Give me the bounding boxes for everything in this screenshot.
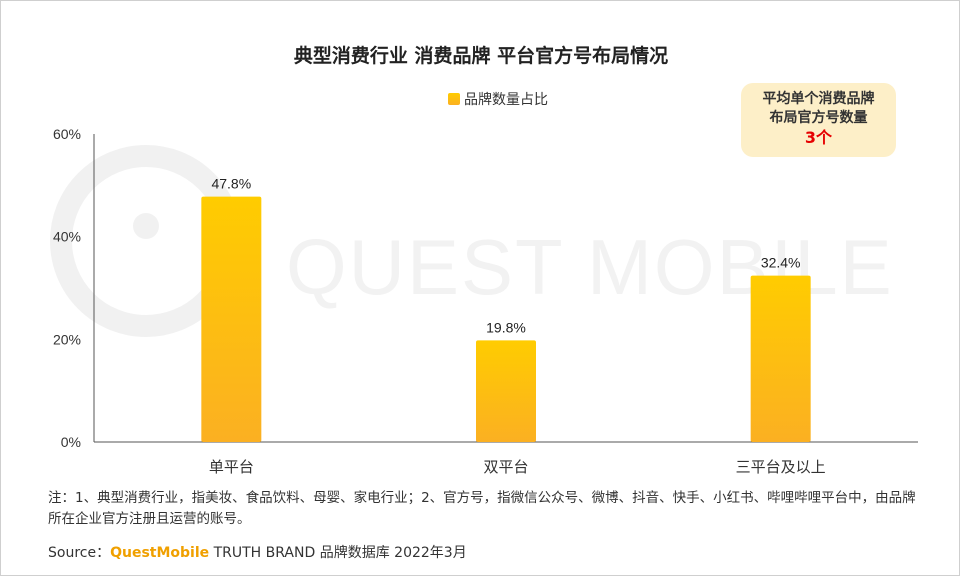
bar-value-label: 47.8%: [211, 176, 251, 192]
callout-value: 3个: [804, 128, 833, 147]
y-tick-label: 20%: [53, 331, 81, 347]
x-category-label: 双平台: [483, 458, 528, 476]
chart-title: 典型消费行业 消费品牌 平台官方号布局情况: [293, 45, 669, 67]
callout-line2: 布局官方号数量: [769, 110, 868, 126]
callout-box: 平均单个消费品牌 布局官方号数量 3个: [741, 83, 896, 157]
bar-value-label: 19.8%: [486, 319, 526, 335]
callout-line1: 平均单个消费品牌: [762, 91, 875, 107]
x-category-label: 三平台及以上: [736, 458, 826, 476]
legend-label: 品牌数量占比: [464, 92, 548, 108]
legend: 品牌数量占比: [448, 89, 548, 109]
source-prefix: Source：: [48, 545, 111, 561]
bar: [750, 275, 811, 442]
bar: [201, 196, 262, 442]
legend-swatch: [448, 93, 460, 105]
x-category-label: 单平台: [209, 458, 254, 476]
bar: [476, 340, 536, 442]
footnote: 注：1、典型消费行业，指美妆、食品饮料、母婴、家电行业；2、官方号，指微信公众号…: [48, 490, 916, 527]
source-brand: QuestMobile: [110, 545, 210, 561]
y-tick-label: 0%: [61, 434, 81, 450]
y-tick-label: 60%: [53, 126, 81, 142]
source-line: Source：QuestMobile TRUTH BRAND 品牌数据库 202…: [48, 542, 467, 562]
bar-value-label: 32.4%: [761, 255, 801, 271]
source-suffix: TRUTH BRAND 品牌数据库 2022年3月: [209, 545, 467, 561]
y-tick-label: 40%: [53, 229, 81, 245]
